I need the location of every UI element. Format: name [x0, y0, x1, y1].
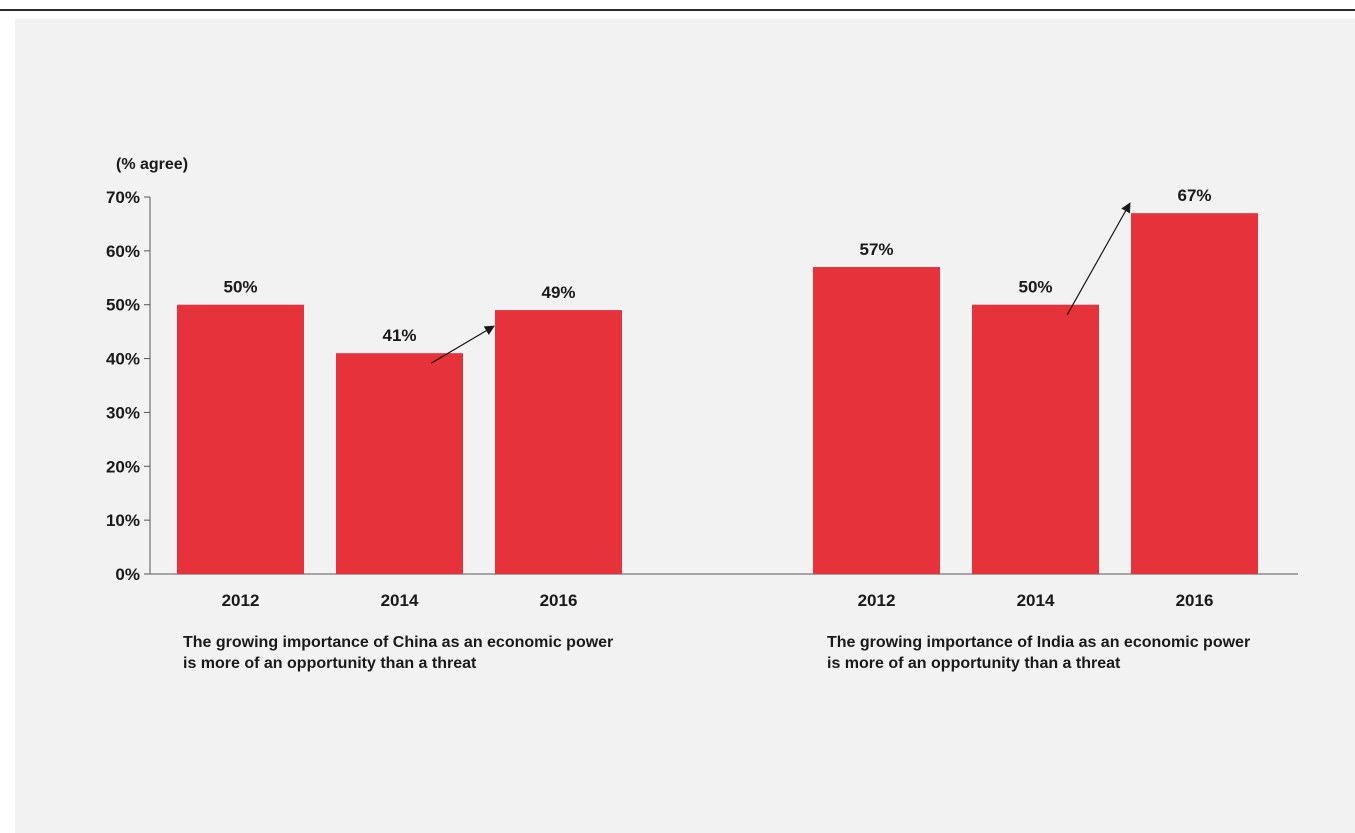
y-tick-label: 50% — [106, 296, 140, 315]
y-tick-label: 40% — [106, 350, 140, 369]
bar-value-label: 67% — [1177, 186, 1211, 205]
trend-arrow — [1066, 202, 1131, 316]
y-axis-label: (% agree) — [116, 156, 188, 173]
x-tick-label: 2012 — [858, 591, 896, 610]
y-tick-label: 30% — [106, 403, 140, 422]
bar — [177, 304, 304, 574]
bar-value-label: 50% — [223, 278, 257, 297]
bar — [1131, 213, 1258, 574]
top-divider — [0, 9, 1355, 11]
bars — [177, 213, 1258, 574]
bar-value-label: 50% — [1018, 278, 1052, 297]
y-tick-label: 60% — [106, 242, 140, 261]
bar — [813, 267, 940, 574]
x-tick-label: 2014 — [381, 591, 419, 610]
y-tick-label: 20% — [106, 457, 140, 476]
x-tick-label: 2012 — [222, 591, 260, 610]
x-tick-label: 2016 — [1176, 591, 1214, 610]
labels: 50% 2012 41% 2014 49% 2016 57% 2012 50% 2014 67% 20… — [222, 186, 1214, 610]
bar-value-label: 49% — [541, 283, 575, 302]
bar — [495, 310, 622, 574]
x-tick-label: 2014 — [1017, 591, 1055, 610]
y-tick-label: 70% — [106, 188, 140, 207]
y-tick-label: 10% — [106, 511, 140, 530]
trend-arrow — [430, 325, 495, 364]
india-caption: The growing importance of India as an ec… — [827, 634, 1251, 672]
bar-value-label: 57% — [859, 240, 893, 259]
china-caption: The growing importance of China as an ec… — [183, 634, 614, 672]
y-tick-label: 0% — [115, 565, 140, 584]
x-tick-label: 2016 — [540, 591, 578, 610]
bar-value-label: 41% — [382, 326, 416, 345]
bar — [972, 304, 1099, 574]
bar — [336, 353, 463, 574]
